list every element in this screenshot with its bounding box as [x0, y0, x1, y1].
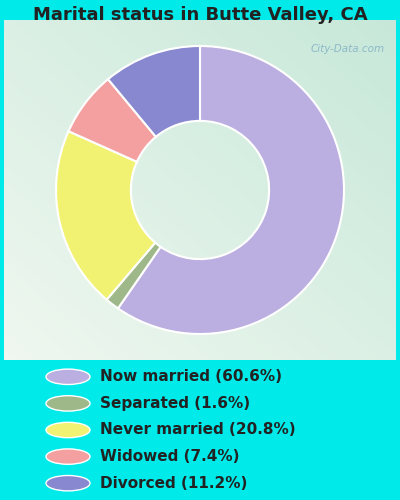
Text: Widowed (7.4%): Widowed (7.4%) [100, 449, 240, 464]
Circle shape [46, 396, 90, 411]
Text: Never married (20.8%): Never married (20.8%) [100, 422, 296, 438]
Wedge shape [118, 46, 344, 334]
Text: Marital status in Butte Valley, CA: Marital status in Butte Valley, CA [33, 6, 367, 24]
Wedge shape [107, 242, 161, 308]
Wedge shape [108, 46, 200, 137]
Circle shape [46, 369, 90, 384]
Circle shape [46, 476, 90, 491]
Text: Divorced (11.2%): Divorced (11.2%) [100, 476, 247, 490]
Circle shape [46, 449, 90, 464]
Circle shape [46, 422, 90, 438]
Text: Separated (1.6%): Separated (1.6%) [100, 396, 250, 411]
Wedge shape [56, 131, 155, 300]
Text: Now married (60.6%): Now married (60.6%) [100, 370, 282, 384]
Text: City-Data.com: City-Data.com [310, 44, 384, 54]
Wedge shape [68, 79, 156, 162]
